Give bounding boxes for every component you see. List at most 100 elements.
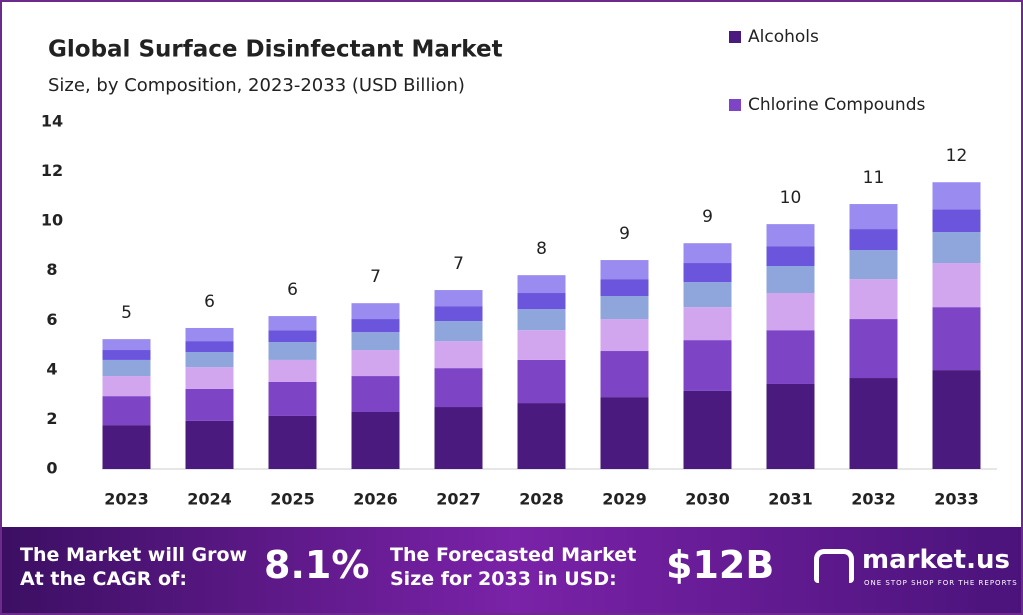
total-label: 11 — [863, 168, 885, 188]
bar-segment — [932, 182, 981, 210]
total-label: 5 — [121, 303, 132, 323]
bar-segment — [766, 293, 815, 331]
total-label: 10 — [780, 188, 802, 208]
bar-segment — [849, 250, 898, 280]
bar-segment — [268, 415, 317, 469]
legend-swatch — [729, 31, 741, 43]
cagr-label-line: The Market will Grow — [20, 544, 248, 566]
bar-segment — [932, 370, 981, 469]
bar-segment — [683, 243, 732, 264]
bar-segment — [932, 232, 981, 264]
bar-segment — [683, 340, 732, 391]
bar-segment — [683, 390, 732, 469]
x-tick-label: 2025 — [270, 490, 315, 509]
bar-segment — [766, 266, 815, 294]
bar-segment — [268, 330, 317, 343]
y-tick-label: 14 — [41, 112, 63, 131]
bar-segment — [351, 332, 400, 351]
total-label: 7 — [370, 267, 381, 287]
brand-name: market.us — [862, 545, 1010, 575]
forecast-label-line: Size for 2033 in USD: — [390, 568, 617, 590]
bar-segment — [351, 303, 400, 320]
bar-segment — [849, 204, 898, 230]
x-tick-label: 2026 — [353, 490, 398, 509]
bar-segment — [351, 411, 400, 469]
x-tick-label: 2032 — [851, 490, 896, 509]
total-label: 8 — [536, 239, 547, 259]
x-tick-label: 2024 — [187, 490, 232, 509]
bar-segment — [517, 359, 566, 404]
bar-segment — [766, 383, 815, 469]
bar-segment — [932, 263, 981, 308]
forecast-label-line: The Forecasted Market — [390, 544, 637, 566]
bar-segment — [517, 275, 566, 294]
bar-segment — [185, 367, 234, 389]
bar-segment — [683, 282, 732, 308]
bar-segment — [932, 209, 981, 233]
bar-segment — [849, 378, 898, 469]
total-label: 7 — [453, 254, 464, 274]
legend-label: Chlorine Compounds — [748, 95, 925, 115]
bar-segment — [683, 263, 732, 283]
bar-segment — [517, 403, 566, 469]
y-tick-label: 4 — [46, 359, 57, 378]
bar-segment — [517, 330, 566, 360]
y-tick-label: 0 — [46, 459, 57, 478]
bar-segment — [434, 306, 483, 322]
bar-segment — [766, 224, 815, 247]
bar-segment — [102, 376, 151, 397]
bar-segment — [351, 319, 400, 333]
legend-label: Alcohols — [748, 27, 819, 47]
bar-segment — [185, 388, 234, 421]
total-label: 9 — [702, 207, 713, 227]
bar-segment — [185, 420, 234, 469]
bar-segment — [517, 293, 566, 310]
brand-tagline: ONE STOP SHOP FOR THE REPORTS — [864, 579, 1018, 587]
bar-segment — [600, 295, 649, 320]
bar-segment — [268, 382, 317, 416]
bar-segment — [849, 319, 898, 379]
bar-segment — [268, 359, 317, 383]
bar-segment — [434, 341, 483, 369]
bar-segment — [600, 279, 649, 296]
bar-segment — [600, 351, 649, 398]
bar-segment — [849, 229, 898, 251]
x-tick-label: 2023 — [104, 490, 149, 509]
chart-title: Global Surface Disinfectant Market — [48, 37, 503, 63]
bar-segment — [434, 321, 483, 342]
x-tick-label: 2029 — [602, 490, 647, 509]
y-tick-label: 6 — [46, 310, 57, 329]
bar-segment — [600, 319, 649, 352]
bar-segment — [185, 341, 234, 353]
y-tick-label: 12 — [41, 161, 63, 180]
total-label: 6 — [204, 292, 215, 312]
bar-segment — [600, 260, 649, 280]
brand-logo — [814, 549, 854, 583]
bar-segment — [434, 407, 483, 469]
forecast-label: The Forecasted Market Size for 2033 in US… — [390, 543, 636, 591]
bar-segment — [600, 397, 649, 469]
x-tick-label: 2033 — [934, 490, 979, 509]
bar-segment — [268, 342, 317, 360]
bar-segment — [683, 307, 732, 341]
bar-segment — [517, 309, 566, 331]
bar-segment — [434, 290, 483, 307]
y-tick-label: 8 — [46, 260, 57, 279]
chart: Global Surface Disinfectant Market Size,… — [41, 27, 997, 509]
bar-segment — [434, 368, 483, 408]
bar-segment — [849, 279, 898, 320]
forecast-value: $12B — [666, 543, 775, 587]
y-tick-label: 10 — [41, 211, 63, 230]
bar-segment — [932, 307, 981, 371]
cagr-value: 8.1% — [264, 543, 370, 587]
bar-segment — [766, 330, 815, 384]
cagr-label-line: At the CAGR of: — [20, 568, 187, 590]
cagr-label: The Market will Grow At the CAGR of: — [20, 543, 247, 591]
total-label: 12 — [946, 146, 968, 166]
y-tick-label: 2 — [46, 409, 57, 428]
legend-swatch — [729, 99, 741, 111]
bar-segment — [268, 316, 317, 331]
bar-segment — [102, 425, 151, 469]
x-tick-label: 2027 — [436, 490, 481, 509]
